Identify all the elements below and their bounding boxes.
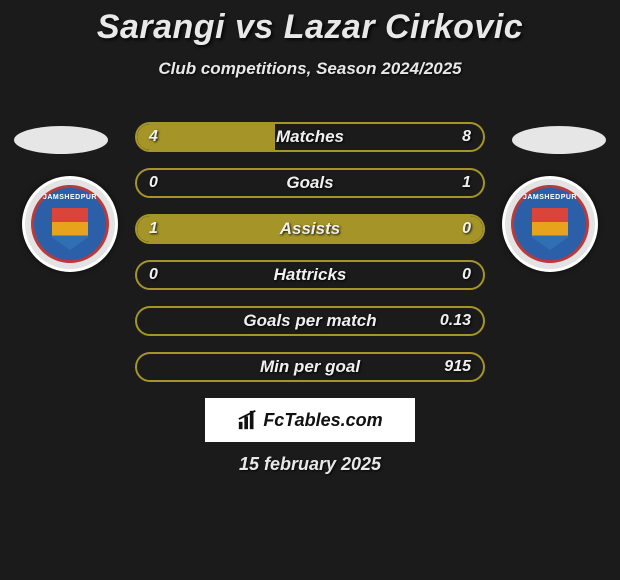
shield-icon (532, 208, 568, 250)
stat-label: Goals (137, 170, 483, 196)
stat-row: 01Goals (135, 168, 485, 198)
stat-row: 10Assists (135, 214, 485, 244)
crest-left-label: JAMSHEDPUR (34, 194, 106, 201)
date-label: 15 february 2025 (0, 454, 620, 475)
club-crest-right: JAMSHEDPUR (502, 176, 598, 272)
bars-icon (237, 409, 259, 431)
club-crest-left: JAMSHEDPUR (22, 176, 118, 272)
subtitle: Club competitions, Season 2024/2025 (0, 59, 620, 79)
footer-text: FcTables.com (263, 410, 382, 431)
stat-label: Goals per match (137, 308, 483, 334)
stat-label: Hattricks (137, 262, 483, 288)
crest-right-label: JAMSHEDPUR (514, 194, 586, 201)
footer-attribution: FcTables.com (205, 398, 415, 442)
stat-row: 915Min per goal (135, 352, 485, 382)
comparison-chart: 48Matches 01Goals 10Assists 00Hattricks 0.13… (135, 122, 485, 398)
stat-row: 48Matches (135, 122, 485, 152)
stat-label: Min per goal (137, 354, 483, 380)
stat-label: Matches (137, 124, 483, 150)
stat-row: 0.13Goals per match (135, 306, 485, 336)
shield-icon (52, 208, 88, 250)
page-title: Sarangi vs Lazar Cirkovic (0, 0, 620, 47)
player-photo-right-placeholder (512, 126, 606, 154)
stat-row: 00Hattricks (135, 260, 485, 290)
player-photo-left-placeholder (14, 126, 108, 154)
stat-label: Assists (137, 216, 483, 242)
